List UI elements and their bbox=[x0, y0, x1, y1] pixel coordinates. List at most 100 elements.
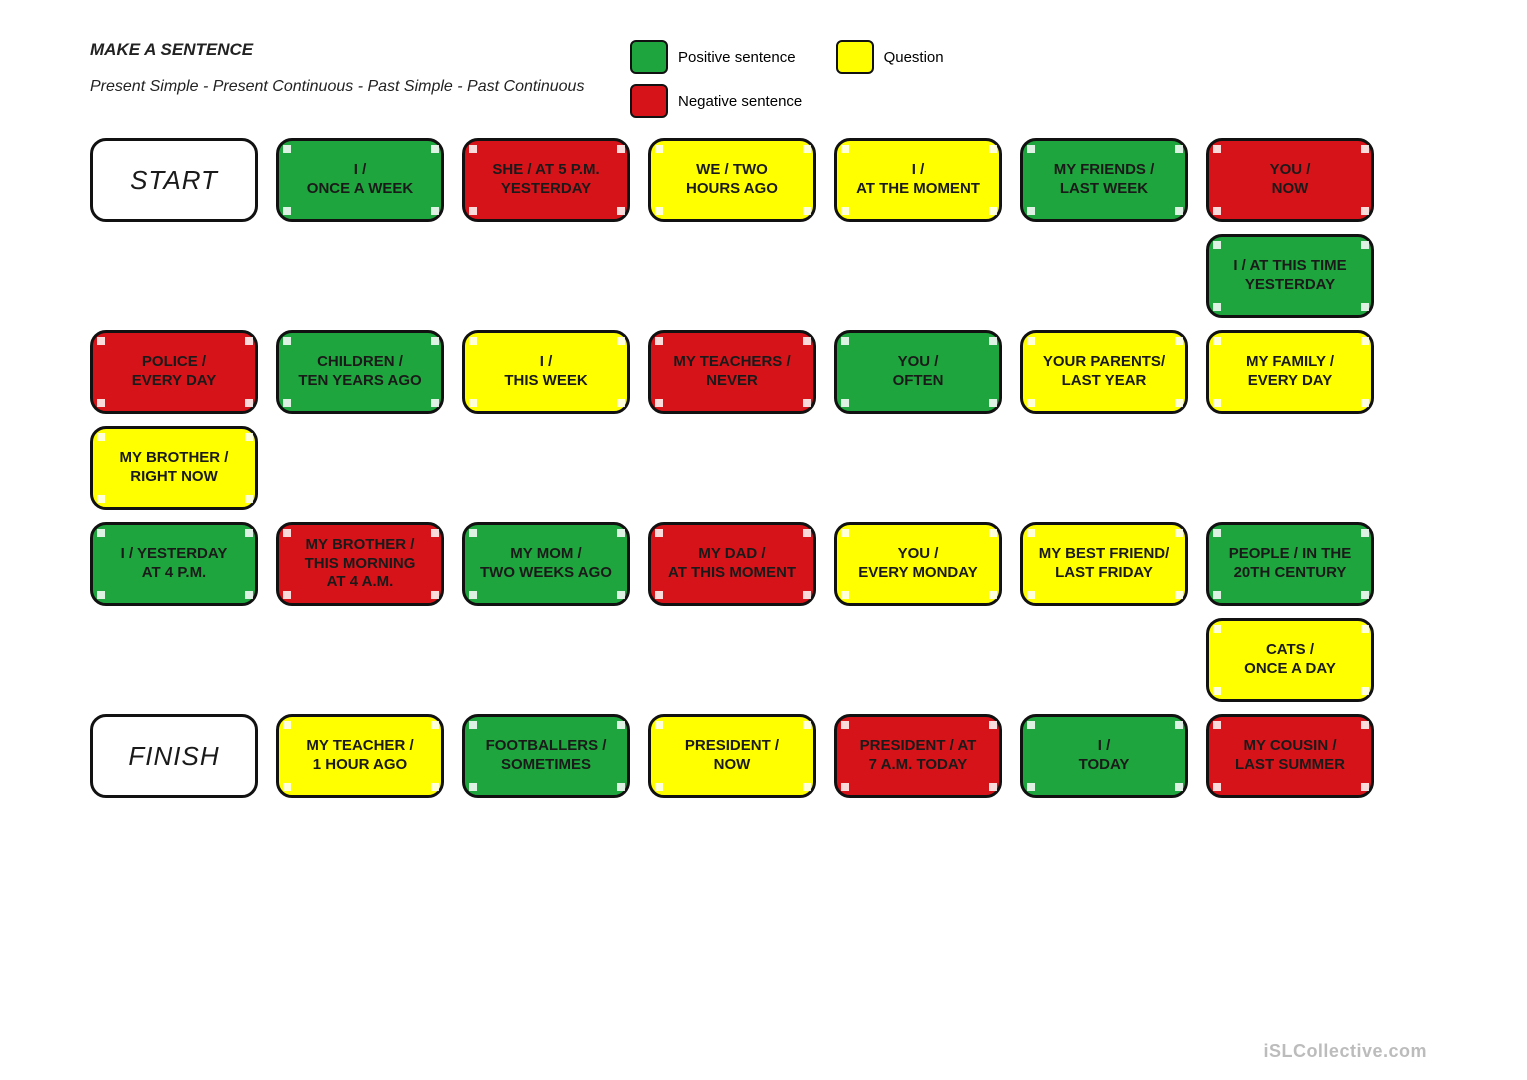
empty-cell bbox=[648, 234, 816, 318]
legend-item-negative: Negative sentence bbox=[630, 84, 802, 118]
empty-cell bbox=[90, 234, 258, 318]
legend-label: Positive sentence bbox=[678, 49, 796, 66]
tile-label: I / TODAY bbox=[1079, 737, 1130, 775]
game-tile: POLICE / EVERY DAY bbox=[90, 330, 258, 414]
game-tile: MY FAMILY / EVERY DAY bbox=[1206, 330, 1374, 414]
empty-cell bbox=[276, 426, 444, 510]
tile-label: I / YESTERDAY AT 4 P.M. bbox=[121, 545, 228, 583]
legend-item-question: Question bbox=[836, 40, 944, 74]
empty-cell bbox=[648, 426, 816, 510]
page-subtitle: Present Simple - Present Continuous - Pa… bbox=[90, 78, 610, 96]
tile-label: MY BEST FRIEND/ LAST FRIDAY bbox=[1039, 545, 1170, 583]
tile-label: YOU / OFTEN bbox=[893, 353, 944, 391]
legend-label: Question bbox=[884, 49, 944, 66]
tile-label: PRESIDENT / AT 7 A.M. TODAY bbox=[860, 737, 977, 775]
empty-cell bbox=[834, 234, 1002, 318]
tile-label: MY FRIENDS / LAST WEEK bbox=[1054, 161, 1155, 199]
empty-cell bbox=[1020, 426, 1188, 510]
tile-label: I / AT THIS TIME YESTERDAY bbox=[1233, 257, 1346, 295]
tile-label: FOOTBALLERS / SOMETIMES bbox=[486, 737, 607, 775]
tile-label: FINISH bbox=[128, 740, 219, 773]
board-row: I / YESTERDAY AT 4 P.M. MY BROTHER / THIS… bbox=[90, 522, 1437, 606]
tile-label: MY BROTHER / THIS MORNING AT 4 A.M. bbox=[305, 536, 416, 592]
tile-label: I / ONCE A WEEK bbox=[307, 161, 413, 199]
game-tile: PEOPLE / IN THE 20TH CENTURY bbox=[1206, 522, 1374, 606]
tile-label: YOU / NOW bbox=[1270, 161, 1311, 199]
tile-label: PEOPLE / IN THE 20TH CENTURY bbox=[1229, 545, 1352, 583]
watermark: iSLCollective.com bbox=[1263, 1041, 1427, 1062]
game-tile: FOOTBALLERS / SOMETIMES bbox=[462, 714, 630, 798]
game-tile: I / YESTERDAY AT 4 P.M. bbox=[90, 522, 258, 606]
tile-label: I / THIS WEEK bbox=[504, 353, 587, 391]
game-tile: MY COUSIN / LAST SUMMER bbox=[1206, 714, 1374, 798]
game-tile: MY TEACHER / 1 HOUR AGO bbox=[276, 714, 444, 798]
tile-label: CATS / ONCE A DAY bbox=[1244, 641, 1336, 679]
board-row: MY BROTHER / RIGHT NOW bbox=[90, 426, 1437, 510]
tile-label: MY FAMILY / EVERY DAY bbox=[1246, 353, 1334, 391]
game-tile: I / THIS WEEK bbox=[462, 330, 630, 414]
game-tile: SHE / AT 5 P.M. YESTERDAY bbox=[462, 138, 630, 222]
empty-cell bbox=[834, 618, 1002, 702]
game-tile: I / AT THIS TIME YESTERDAY bbox=[1206, 234, 1374, 318]
tile-label: MY TEACHERS / NEVER bbox=[673, 353, 790, 391]
tile-label: WE / TWO HOURS AGO bbox=[686, 161, 778, 199]
game-tile: MY DAD / AT THIS MOMENT bbox=[648, 522, 816, 606]
tile-label: PRESIDENT / NOW bbox=[685, 737, 779, 775]
tile-label: MY MOM / TWO WEEKS AGO bbox=[480, 545, 612, 583]
empty-cell bbox=[1206, 426, 1374, 510]
game-tile: I / ONCE A WEEK bbox=[276, 138, 444, 222]
tile-label: POLICE / EVERY DAY bbox=[132, 353, 217, 391]
empty-cell bbox=[648, 618, 816, 702]
game-tile: CHILDREN / TEN YEARS AGO bbox=[276, 330, 444, 414]
game-tile: MY BROTHER / RIGHT NOW bbox=[90, 426, 258, 510]
tile-label: MY DAD / AT THIS MOMENT bbox=[668, 545, 796, 583]
header: MAKE A SENTENCE Present Simple - Present… bbox=[90, 40, 1437, 118]
tile-label: MY COUSIN / LAST SUMMER bbox=[1235, 737, 1345, 775]
empty-cell bbox=[834, 426, 1002, 510]
board-row: FINISH MY TEACHER / 1 HOUR AGO FOOTBALLERS… bbox=[90, 714, 1437, 798]
start-cell: START bbox=[90, 138, 258, 222]
game-tile: I / AT THE MOMENT bbox=[834, 138, 1002, 222]
swatch-yellow-icon bbox=[836, 40, 874, 74]
game-board: START I / ONCE A WEEK SHE / AT 5 P.M. YEST… bbox=[90, 138, 1437, 798]
page-title: MAKE A SENTENCE bbox=[90, 40, 610, 60]
game-tile: YOU / NOW bbox=[1206, 138, 1374, 222]
game-tile: MY TEACHERS / NEVER bbox=[648, 330, 816, 414]
tile-label: MY TEACHER / 1 HOUR AGO bbox=[306, 737, 413, 775]
tile-label: SHE / AT 5 P.M. YESTERDAY bbox=[492, 161, 599, 199]
tile-label: YOU / EVERY MONDAY bbox=[858, 545, 977, 583]
swatch-red-icon bbox=[630, 84, 668, 118]
game-tile: YOU / OFTEN bbox=[834, 330, 1002, 414]
game-tile: MY MOM / TWO WEEKS AGO bbox=[462, 522, 630, 606]
game-tile: MY BEST FRIEND/ LAST FRIDAY bbox=[1020, 522, 1188, 606]
empty-cell bbox=[462, 426, 630, 510]
board-row: POLICE / EVERY DAY CHILDREN / TEN YEARS A… bbox=[90, 330, 1437, 414]
game-tile: PRESIDENT / AT 7 A.M. TODAY bbox=[834, 714, 1002, 798]
board-row: I / AT THIS TIME YESTERDAY bbox=[90, 234, 1437, 318]
game-tile: MY BROTHER / THIS MORNING AT 4 A.M. bbox=[276, 522, 444, 606]
game-tile: WE / TWO HOURS AGO bbox=[648, 138, 816, 222]
legend-label: Negative sentence bbox=[678, 93, 802, 110]
tile-label: YOUR PARENTS/ LAST YEAR bbox=[1043, 353, 1165, 391]
board-row: START I / ONCE A WEEK SHE / AT 5 P.M. YEST… bbox=[90, 138, 1437, 222]
game-tile: CATS / ONCE A DAY bbox=[1206, 618, 1374, 702]
legend-item-positive: Positive sentence bbox=[630, 40, 796, 74]
empty-cell bbox=[462, 234, 630, 318]
tile-label: I / AT THE MOMENT bbox=[856, 161, 980, 199]
empty-cell bbox=[276, 234, 444, 318]
board-row: CATS / ONCE A DAY bbox=[90, 618, 1437, 702]
empty-cell bbox=[1020, 618, 1188, 702]
game-tile: YOU / EVERY MONDAY bbox=[834, 522, 1002, 606]
empty-cell bbox=[90, 618, 258, 702]
empty-cell bbox=[1020, 234, 1188, 318]
tile-label: MY BROTHER / RIGHT NOW bbox=[120, 449, 229, 487]
empty-cell bbox=[462, 618, 630, 702]
tile-label: CHILDREN / TEN YEARS AGO bbox=[298, 353, 421, 391]
game-tile: I / TODAY bbox=[1020, 714, 1188, 798]
tile-label: START bbox=[130, 164, 218, 197]
game-tile: PRESIDENT / NOW bbox=[648, 714, 816, 798]
empty-cell bbox=[276, 618, 444, 702]
game-tile: MY FRIENDS / LAST WEEK bbox=[1020, 138, 1188, 222]
game-tile: YOUR PARENTS/ LAST YEAR bbox=[1020, 330, 1188, 414]
finish-cell: FINISH bbox=[90, 714, 258, 798]
